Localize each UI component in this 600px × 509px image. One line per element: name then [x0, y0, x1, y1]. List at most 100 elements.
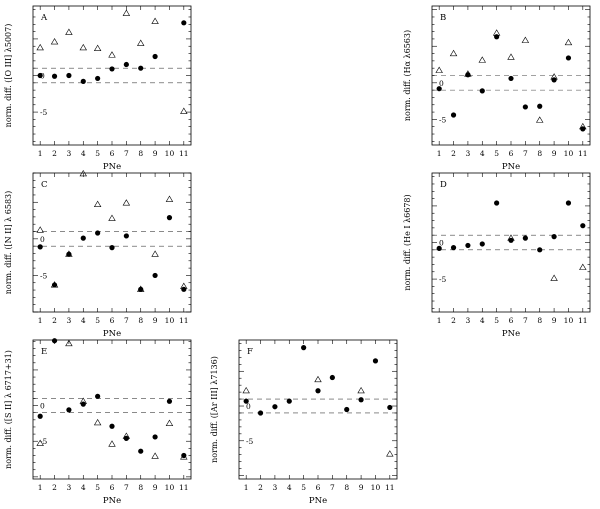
- y-axis-label: norm. diff. ([N II] λ 6583): [4, 191, 13, 295]
- data-point-filled: [95, 75, 101, 82]
- data-point-open: [65, 28, 73, 35]
- data-point-open: [151, 452, 159, 459]
- data-point-filled: [522, 104, 528, 110]
- x-tick-label: 3: [466, 149, 471, 158]
- data-point-open: [108, 51, 116, 58]
- x-tick-label: 5: [494, 316, 499, 325]
- x-tick-label: 7: [523, 316, 528, 325]
- x-tick-label: 5: [95, 149, 100, 158]
- y-tick-label: -5: [439, 275, 447, 284]
- x-tick-label: 1: [437, 316, 442, 325]
- x-tick-label: 11: [578, 316, 588, 325]
- x-tick-label: 4: [287, 483, 292, 492]
- data-point-filled: [465, 242, 471, 249]
- data-point-filled: [522, 235, 528, 241]
- x-axis-label: PNe: [103, 162, 121, 172]
- data-point-filled: [450, 112, 457, 118]
- data-point-filled: [565, 200, 572, 206]
- x-tick-label: 8: [138, 316, 143, 325]
- x-axis-label: PNe: [103, 496, 121, 506]
- data-point-open: [79, 169, 87, 177]
- x-tick-label: 7: [124, 149, 129, 158]
- x-tick-label: 4: [480, 316, 485, 325]
- data-point-filled: [123, 233, 129, 239]
- x-tick-label: 10: [371, 483, 381, 492]
- x-tick-label: 7: [330, 483, 335, 492]
- y-tick-label: 0: [246, 402, 251, 411]
- x-tick-label: 3: [466, 316, 471, 325]
- y-tick-label: 0: [439, 239, 444, 248]
- x-axis-label: PNe: [103, 329, 121, 339]
- data-point-filled: [152, 272, 158, 279]
- data-point-open: [579, 122, 587, 130]
- data-point-open: [122, 9, 131, 16]
- x-tick-label: 9: [552, 149, 557, 158]
- y-tick-label: 0: [40, 235, 45, 244]
- panel-letter: A: [40, 13, 48, 23]
- data-point-filled: [257, 410, 264, 416]
- x-tick-label: 5: [95, 316, 100, 325]
- data-point-filled: [565, 55, 572, 61]
- data-point-filled: [109, 245, 115, 251]
- x-tick-label: 6: [316, 483, 321, 492]
- data-point-filled: [508, 75, 514, 82]
- data-point-filled: [372, 358, 379, 364]
- data-point-filled: [243, 398, 249, 404]
- data-point-filled: [272, 404, 278, 410]
- panel-letter: F: [247, 347, 253, 357]
- data-point-filled: [66, 407, 72, 413]
- data-point-open: [108, 214, 116, 221]
- y-tick-label: -5: [40, 271, 48, 280]
- y-tick-label: -5: [439, 115, 447, 124]
- data-point-filled: [465, 72, 471, 78]
- x-tick-label: 7: [523, 149, 528, 158]
- x-tick-label: 10: [564, 316, 574, 325]
- plot-frame: [32, 339, 192, 480]
- panel-letter: B: [440, 13, 446, 23]
- data-point-filled: [51, 338, 58, 344]
- data-point-open: [36, 43, 44, 51]
- data-point-filled: [479, 88, 485, 94]
- data-point-filled: [95, 230, 101, 236]
- y-axis-label: norm. diff. (Hα λ6563): [403, 30, 412, 121]
- data-point-filled: [66, 72, 72, 79]
- data-point-filled: [286, 398, 292, 404]
- data-point-open: [492, 29, 501, 36]
- data-point-open: [579, 263, 587, 270]
- data-point-open: [180, 282, 188, 289]
- data-point-open: [36, 226, 44, 233]
- data-point-open: [550, 73, 558, 80]
- x-tick-label: 11: [179, 483, 189, 492]
- data-point-filled: [436, 245, 442, 251]
- x-tick-label: 6: [110, 483, 115, 492]
- panel-e: 1 2 3 4 5 6 7 8 9 10 11 0 -5 E PNe norm. diff. ([S II] …: [4, 338, 192, 506]
- x-tick-label: 7: [124, 483, 129, 492]
- data-point-open: [564, 38, 573, 46]
- panel-f: 1 2 3 4 5 6 7 8 9 10 11 0 -5 F PNe norm. diff. ([Ar III…: [210, 339, 398, 506]
- data-point-open: [137, 285, 145, 292]
- data-point-filled: [152, 434, 158, 440]
- data-point-open: [386, 450, 394, 457]
- y-tick-label: 0: [40, 402, 45, 411]
- data-point-open: [65, 339, 73, 347]
- data-point-open: [50, 38, 59, 45]
- x-tick-label: 9: [153, 149, 158, 158]
- x-tick-label: 9: [153, 316, 158, 325]
- data-point-filled: [138, 65, 144, 71]
- data-point-open: [165, 419, 174, 426]
- data-point-filled: [494, 34, 500, 40]
- data-point-filled: [580, 223, 586, 229]
- data-point-open: [151, 17, 159, 24]
- data-point-open: [536, 116, 544, 123]
- data-point-filled: [551, 234, 557, 240]
- x-axis-label: PNe: [502, 329, 520, 339]
- x-tick-label: 1: [244, 483, 249, 492]
- data-point-open: [314, 375, 322, 383]
- x-tick-label: 1: [437, 149, 442, 158]
- x-tick-label: 7: [124, 316, 129, 325]
- x-tick-label: 8: [537, 316, 542, 325]
- x-tick-label: 1: [38, 483, 43, 492]
- data-point-open: [79, 43, 87, 51]
